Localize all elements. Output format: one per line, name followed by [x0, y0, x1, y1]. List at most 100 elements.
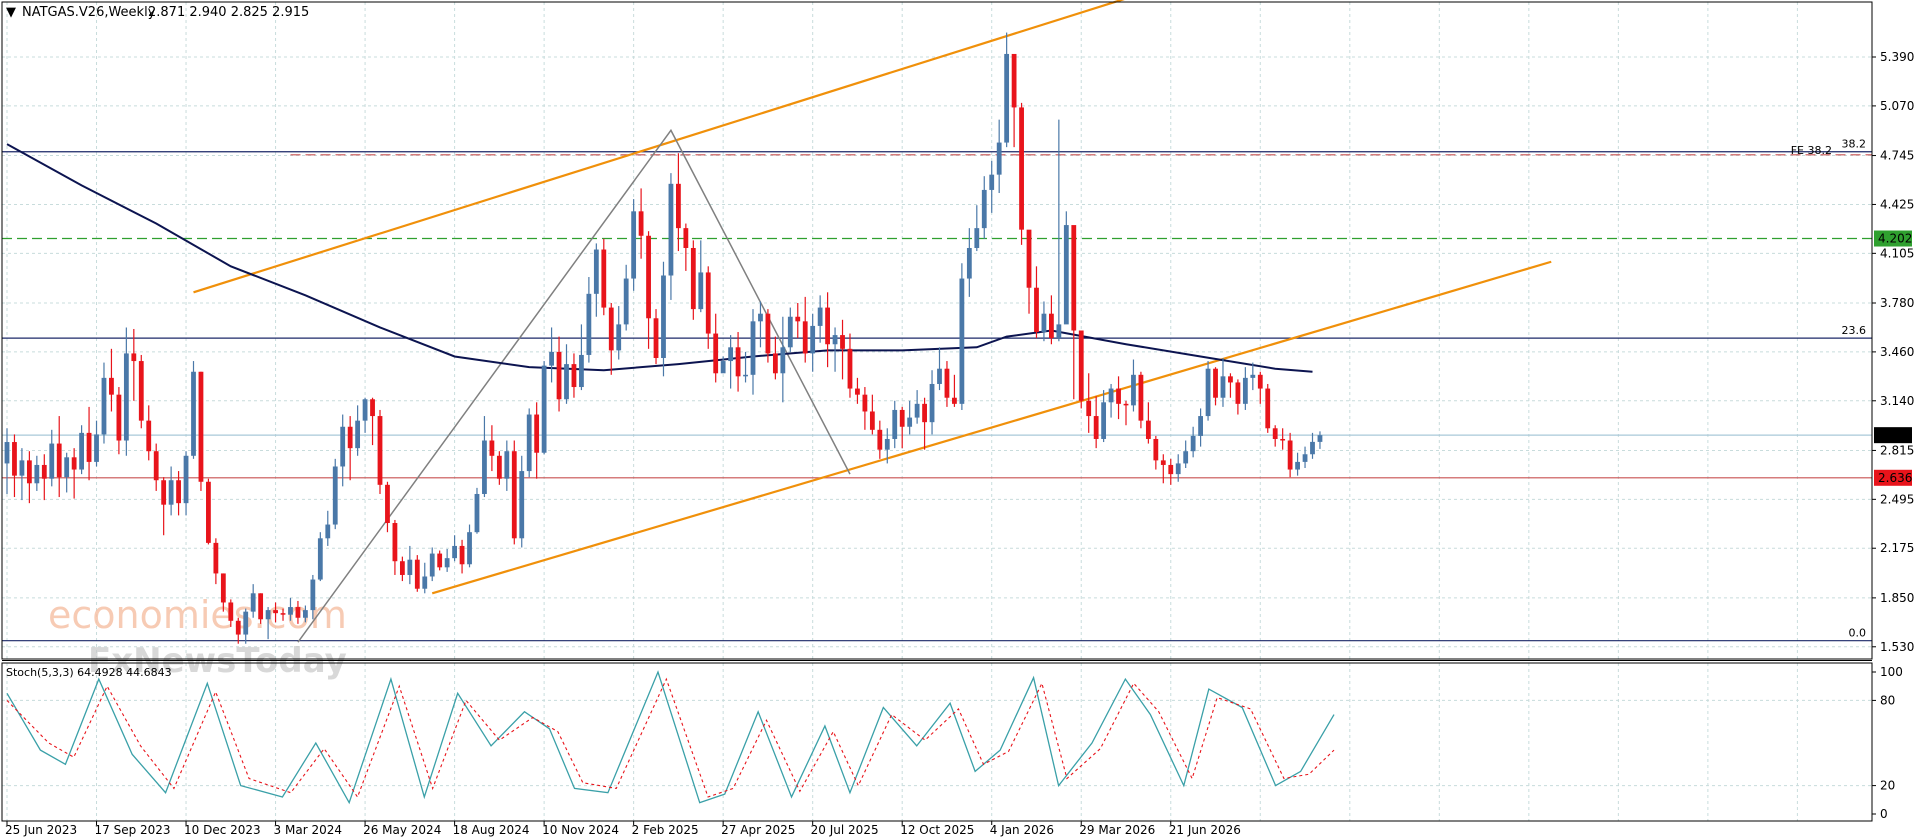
candle-body: [683, 228, 689, 248]
candle-body: [668, 183, 674, 276]
candle-body: [258, 593, 264, 620]
channel-line[interactable]: [431, 260, 1552, 595]
candle-body: [1168, 464, 1174, 475]
candle-body: [869, 411, 875, 430]
candle-body: [1183, 451, 1189, 464]
candle-body: [116, 394, 122, 441]
candle-body: [661, 275, 666, 359]
time-tick-label: 21 Jun 2026: [1169, 823, 1241, 837]
candle-body: [206, 481, 211, 543]
candle-body: [1302, 454, 1308, 462]
time-tick-label: 25 Jun 2023: [5, 823, 77, 837]
candle-body: [340, 426, 346, 467]
candle-body: [847, 348, 853, 389]
candle-body: [399, 561, 405, 575]
candle-body: [929, 383, 935, 423]
zigzag-line[interactable]: [297, 128, 851, 643]
candle-body: [608, 307, 614, 351]
price-tick-label: 2.815: [1880, 443, 1914, 457]
candle-body: [355, 420, 361, 449]
price-tick-label: 4.745: [1880, 149, 1914, 163]
price-badge-label: 4.202: [1878, 232, 1912, 246]
candle-body: [810, 325, 816, 354]
candle-body: [720, 361, 726, 374]
time-tick-label: 17 Sep 2023: [95, 823, 171, 837]
candle-body: [273, 610, 278, 614]
channel-line[interactable]: [193, 0, 1164, 294]
candle-body: [1287, 440, 1293, 470]
candle-body: [646, 235, 651, 319]
ohlc-values: 2.871 2.940 2.825 2.915: [148, 5, 309, 20]
candle-body: [1131, 374, 1136, 406]
candle-body: [728, 347, 734, 362]
oscillator-grid: [2, 663, 1872, 821]
candle-body: [907, 417, 913, 427]
main-panel-frame: [1, 1, 1873, 660]
candle-body: [541, 365, 547, 453]
candle-body: [1198, 416, 1203, 436]
trend-channel[interactable]: [193, 0, 1552, 595]
candle-body: [825, 307, 830, 345]
candle-body: [347, 426, 353, 449]
candle-body: [631, 211, 637, 279]
candle-body: [616, 324, 622, 351]
price-badge: [1874, 427, 1912, 444]
candle-body: [1138, 374, 1144, 421]
candle-body: [153, 451, 159, 481]
candle-body: [1101, 402, 1107, 439]
candle-body: [1049, 313, 1054, 339]
candle-body: [832, 335, 838, 345]
price-tick-label: 2.175: [1880, 541, 1914, 555]
candle-body: [41, 464, 47, 479]
header-arrow-icon[interactable]: ▼: [6, 5, 16, 20]
candle-body: [235, 620, 241, 635]
candle-body: [1004, 53, 1010, 143]
stoch-signal-line: [6, 677, 1335, 799]
candle-body: [855, 388, 860, 395]
time-tick-label: 2 Feb 2025: [632, 823, 699, 837]
price-tick-label: 5.070: [1880, 99, 1914, 113]
candle-body: [638, 211, 644, 236]
candle-body: [377, 416, 383, 485]
price-axis[interactable]: 5.390 5.070 4.745 4.425 4.105 3.780 3.460 3.140…: [1872, 50, 1914, 654]
candle-body: [288, 607, 293, 615]
candle-body: [795, 316, 801, 322]
time-tick-label: 27 Apr 2025: [721, 823, 795, 837]
candle-body: [601, 249, 607, 308]
candle-body: [101, 377, 107, 435]
candle-body: [474, 493, 480, 533]
candle-body: [332, 466, 338, 525]
candle-body: [1041, 313, 1047, 333]
candle-body: [1011, 53, 1017, 108]
candle-body: [422, 576, 428, 589]
candle-body: [243, 611, 249, 635]
candle-body: [981, 189, 987, 229]
candle-body: [1228, 376, 1233, 383]
time-tick-label: 4 Jan 2026: [990, 823, 1054, 837]
candle-body: [71, 457, 77, 470]
time-tick-label: 12 Oct 2025: [900, 823, 974, 837]
osc-tick-label: 80: [1880, 693, 1895, 707]
candle-body: [109, 377, 114, 395]
candle-body: [496, 455, 502, 479]
fibo-labels: 0.0 23.6 38.2 FE 38.2: [1791, 138, 1866, 640]
candle-body: [1063, 225, 1069, 325]
candle-body: [713, 333, 719, 374]
candle-body: [556, 351, 562, 400]
candle-body: [511, 451, 517, 539]
horizontal-levels: [2, 151, 1872, 642]
time-axis[interactable]: 25 Jun 2023 17 Sep 2023 10 Dec 2023 3 Mar 2…: [5, 821, 1241, 837]
price-tick-label: 3.460: [1880, 345, 1914, 359]
candle-body: [1190, 435, 1196, 452]
candle-body: [26, 460, 32, 484]
candle-body: [1160, 460, 1166, 465]
candle-body: [952, 397, 957, 404]
candle-body: [228, 602, 234, 621]
candle-body: [1086, 400, 1092, 417]
candle-body: [19, 460, 25, 476]
fibo-zigzag[interactable]: [297, 128, 851, 643]
candle-body: [884, 438, 890, 450]
candle-body: [146, 420, 152, 452]
candle-body: [49, 443, 55, 479]
